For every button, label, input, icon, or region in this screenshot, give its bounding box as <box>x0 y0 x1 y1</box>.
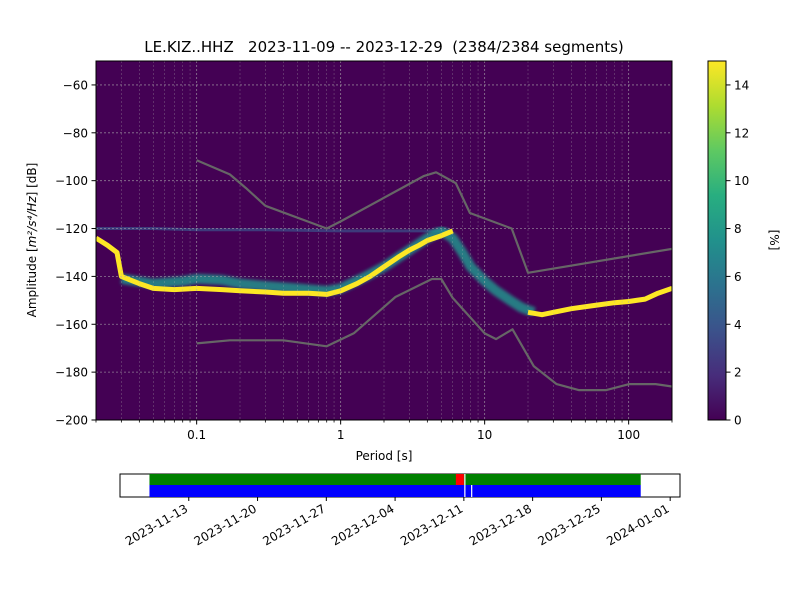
psd-mode-trace <box>96 228 454 297</box>
timeline-tick-label: 2023-11-27 <box>260 501 327 548</box>
colorbar-tick-label: 12 <box>734 126 749 140</box>
colorbar-tick-label: 4 <box>734 318 742 332</box>
colorbar-tick-label: 0 <box>734 414 742 428</box>
x-tick-label: 0.1 <box>187 428 206 442</box>
plot-background <box>96 61 672 420</box>
timeline-gap-marker <box>455 474 464 485</box>
timeline-tick-label: 2024-01-01 <box>604 501 671 548</box>
y-tick-label: −160 <box>55 318 88 332</box>
timeline-coverage-bar <box>149 474 641 485</box>
y-tick-label: −140 <box>55 270 88 284</box>
x-tick-label: 1 <box>337 428 345 442</box>
y-tick-label: −200 <box>55 414 88 428</box>
low-noise-model-line <box>196 277 672 392</box>
colorbar-tick-label: 10 <box>734 174 749 188</box>
colorbar-tick-label: 14 <box>734 78 749 92</box>
chart-title: LE.KIZ..HHZ 2023-11-09 -- 2023-12-29 (23… <box>144 38 624 56</box>
timeline-tick-label: 2023-12-18 <box>467 501 534 548</box>
x-tick-label: 10 <box>477 428 492 442</box>
psd-plot-area: 0.1 1 10 100 −60 −80 −100 −120 −140 −160 −180 −200 <box>55 60 673 442</box>
colorbar-tick-label: 6 <box>734 270 742 284</box>
timeline-tick-label: 2023-12-11 <box>398 501 465 548</box>
y-tick-label: −100 <box>55 174 88 188</box>
colorbar-tick-label: 2 <box>734 366 742 380</box>
colorbar: 0 2 4 6 8 10 12 14 [%] <box>707 60 781 428</box>
timeline-tick-label: 2023-12-04 <box>329 501 396 548</box>
timeline-tick-label: 2023-11-20 <box>192 501 259 548</box>
data-availability-timeline: 2023-11-13 2023-11-20 2023-11-27 2023-12-04… <box>119 473 681 548</box>
timeline-tick-label: 2023-11-13 <box>123 501 190 548</box>
x-tick-label: 100 <box>617 428 640 442</box>
high-noise-model-line <box>196 159 672 274</box>
timeline-data-bar <box>149 485 641 497</box>
colorbar-gradient <box>707 60 727 421</box>
y-tick-label: −120 <box>55 222 88 236</box>
y-axis-label: Amplitude [m²/s⁴/Hz] [dB] <box>25 163 39 318</box>
timeline-tick-label: 2023-12-25 <box>535 501 602 548</box>
colorbar-tick-label: 8 <box>734 222 742 236</box>
y-tick-label: −60 <box>63 78 88 92</box>
y-tick-label: −180 <box>55 366 88 380</box>
y-tick-label: −80 <box>63 126 88 140</box>
x-axis-label: Period [s] <box>356 449 413 463</box>
colorbar-label: [%] <box>767 230 781 251</box>
psd-mode-tail-trace <box>527 286 672 318</box>
